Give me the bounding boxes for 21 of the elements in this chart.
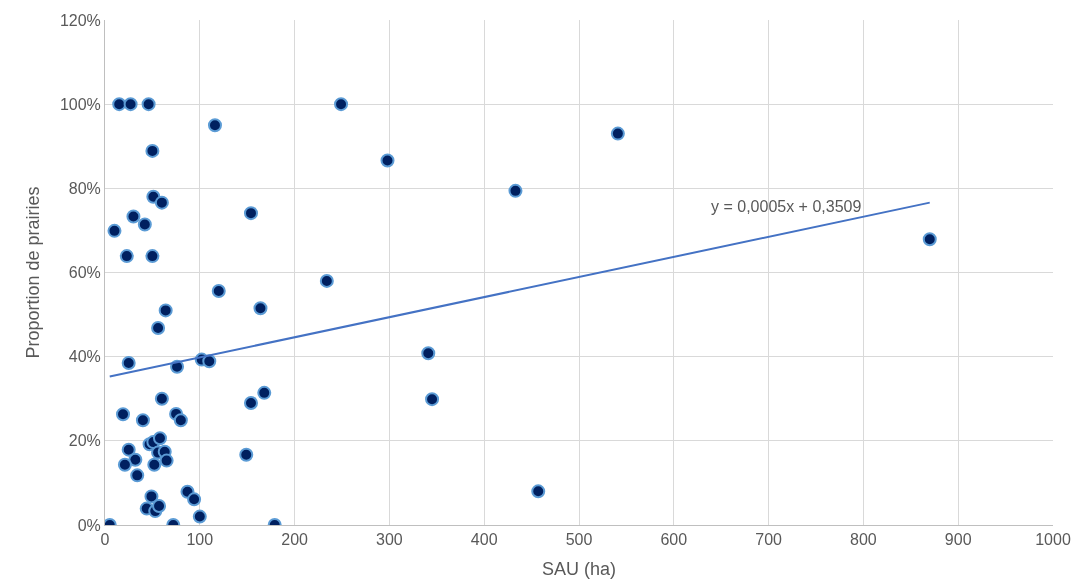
x-tick-label: 300 (376, 531, 403, 549)
x-tick-label: 500 (565, 531, 593, 549)
y-tick-label: 100% (59, 95, 101, 113)
x-tick-label: 700 (755, 531, 783, 549)
x-tick-label: 800 (850, 531, 877, 549)
x-tick-label: 0 (100, 531, 110, 549)
y-tick-label: 20% (68, 432, 101, 450)
y-tick-label: 40% (68, 348, 101, 366)
x-tick-label: 1000 (1035, 531, 1071, 549)
annotation: y = 0,0005x + 0,3509 (711, 198, 862, 215)
x-axis-title: SAU (ha) (541, 559, 617, 580)
y-axis-title: Proportion de prairies (23, 186, 44, 359)
y-tick-label: 60% (68, 264, 101, 282)
x-tick-label: 600 (660, 531, 688, 549)
y-tick-label: 120% (59, 11, 101, 29)
x-tick-label: 400 (470, 531, 498, 549)
x-tick-label: 100 (186, 531, 214, 549)
y-tick-label: 0% (77, 516, 101, 534)
y-tick-label: 80% (68, 179, 101, 197)
x-tick-label: 200 (281, 531, 309, 549)
x-tick-label: 900 (944, 531, 972, 549)
